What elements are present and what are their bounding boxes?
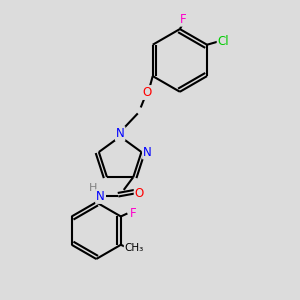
- Text: H: H: [89, 183, 97, 193]
- Text: N: N: [116, 127, 124, 140]
- Text: CH₃: CH₃: [124, 243, 144, 253]
- Text: O: O: [142, 86, 152, 99]
- Text: F: F: [129, 207, 136, 220]
- Text: N: N: [96, 190, 105, 203]
- Text: N: N: [143, 146, 152, 158]
- Text: O: O: [135, 187, 144, 200]
- Text: F: F: [179, 13, 186, 26]
- Text: Cl: Cl: [218, 35, 229, 48]
